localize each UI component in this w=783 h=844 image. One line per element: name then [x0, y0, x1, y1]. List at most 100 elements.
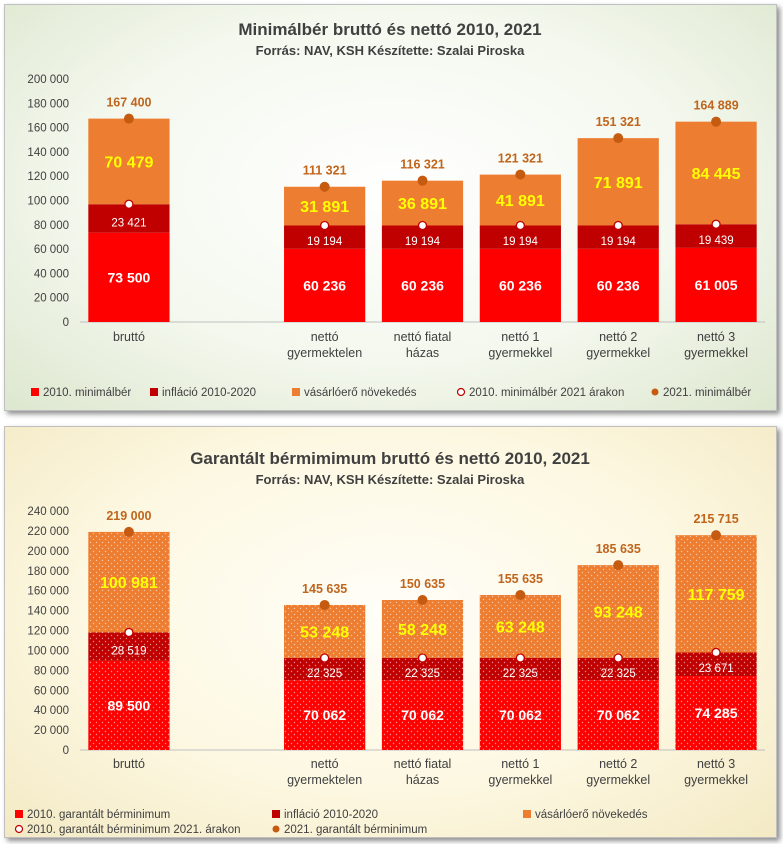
- marker-2021: [515, 590, 526, 601]
- marker-2010-real: [515, 220, 526, 231]
- marker-2010-real: [417, 653, 428, 663]
- legend-swatch: [292, 388, 300, 396]
- data-label-growth: 100 981: [100, 575, 158, 592]
- legend-label: 2010. garantált bérminimum 2021. árakon: [27, 824, 241, 836]
- bar-segment-inflation: [88, 632, 170, 661]
- category-label: gyermekkel: [586, 346, 650, 360]
- chart-subtitle: Forrás: NAV, KSH Készítette: Szalai Piro…: [256, 43, 526, 58]
- minimalber-chart-panel: Minimálbér bruttó és nettó 2010, 2021 For…: [4, 4, 777, 411]
- y-tick-label: 80 000: [34, 220, 69, 232]
- legend-swatch: [272, 825, 280, 833]
- chart-title: Minimálbér bruttó és nettó 2010, 2021: [238, 20, 541, 39]
- marker-2010-real: [319, 220, 330, 231]
- data-label-base: 60 236: [303, 277, 346, 293]
- y-tick-label: 140 000: [27, 147, 69, 159]
- bar-segment-base: [675, 247, 757, 322]
- legend-label: vásárlóerő növekedés: [304, 387, 417, 399]
- data-label-total: 164 889: [693, 99, 738, 113]
- data-label-growth: 117 759: [688, 587, 745, 604]
- marker-2010-real: [124, 627, 134, 638]
- data-label-total: 111 321: [303, 164, 347, 178]
- marker-2021: [123, 113, 134, 124]
- legend-item: infláció 2010-2020: [272, 809, 378, 821]
- legend-item: infláció 2010-2020: [150, 387, 256, 399]
- data-label-inflation: 22 325: [601, 668, 636, 680]
- legend-label: 2010. garantált bérminimum: [27, 809, 170, 821]
- data-label-total: 116 321: [400, 158, 445, 172]
- data-label-inflation: 19 194: [601, 236, 637, 248]
- bar-segment-growth: [284, 604, 366, 658]
- legend-item: 2010. minimálbér: [31, 387, 131, 399]
- y-tick-label: 60 000: [34, 685, 69, 697]
- category-label: gyermektelen: [287, 346, 362, 360]
- category-label: gyermekkel: [488, 773, 552, 787]
- legend-label: 2021. minimálbér: [663, 387, 751, 399]
- bar-segment-inflation: [577, 657, 659, 681]
- bar-segment-growth: [88, 531, 170, 633]
- y-tick-label: 240 000: [27, 506, 69, 518]
- bar-segment-inflation: [381, 657, 464, 681]
- bar-segment-growth: [577, 565, 659, 658]
- bar-segment-growth: [88, 118, 170, 205]
- category-label: nettó fiatal: [394, 330, 452, 344]
- data-label-base: 70 062: [499, 707, 542, 723]
- data-label-total: 155 635: [498, 572, 543, 586]
- bar-segment-growth: [675, 535, 757, 653]
- bar-segment-base: [88, 232, 170, 322]
- legend-label: vásárlóerő növekedés: [535, 809, 648, 821]
- y-tick-label: 180 000: [27, 566, 69, 578]
- data-label-total: 151 321: [596, 115, 641, 129]
- data-label-inflation: 19 194: [405, 236, 441, 248]
- bar-segment-growth: [675, 121, 757, 225]
- bar-segment-growth: [479, 174, 561, 226]
- y-tick-label: 60 000: [34, 244, 69, 256]
- marker-2010-real: [711, 219, 721, 229]
- marker-2021: [319, 599, 330, 610]
- y-tick-label: 220 000: [27, 526, 69, 538]
- marker-2021: [711, 530, 722, 541]
- category-label: nettó 1: [501, 757, 539, 771]
- category-label: gyermektelen: [287, 773, 362, 787]
- y-tick-label: 100 000: [27, 645, 69, 657]
- legend-item: 2021. garantált bérminimum: [272, 824, 427, 836]
- category-label: nettó 1: [501, 330, 539, 344]
- category-label: gyermekkel: [684, 346, 748, 360]
- legend-swatch: [272, 810, 280, 818]
- category-label: bruttó: [113, 757, 145, 771]
- data-label-growth: 36 891: [398, 196, 447, 213]
- data-label-base: 89 500: [108, 697, 151, 713]
- marker-2021: [515, 169, 526, 180]
- data-label-growth: 70 479: [104, 154, 153, 171]
- legend-label: 2021. garantált bérminimum: [284, 824, 427, 836]
- data-label-growth: 31 891: [300, 199, 349, 216]
- category-label: nettó 3: [697, 330, 735, 344]
- data-label-total: 219 000: [106, 509, 151, 523]
- bar-segment-inflation: [284, 225, 366, 249]
- data-label-inflation: 22 325: [307, 668, 342, 680]
- y-tick-label: 200 000: [27, 74, 69, 86]
- data-label-growth: 53 248: [300, 624, 349, 641]
- data-label-total: 185 635: [596, 542, 641, 556]
- legend-item: vásárlóerő növekedés: [292, 387, 417, 399]
- bar-segment-base: [88, 660, 170, 750]
- category-label: gyermekkel: [488, 346, 552, 360]
- data-label-base: 61 005: [695, 277, 738, 293]
- legend-swatch: [456, 387, 466, 397]
- y-tick-label: 140 000: [27, 606, 69, 618]
- bar-segment-base: [675, 676, 757, 750]
- data-label-growth: 84 445: [692, 166, 741, 183]
- data-label-inflation: 22 325: [503, 668, 538, 680]
- data-label-total: 121 321: [498, 152, 543, 166]
- y-tick-label: 40 000: [34, 268, 69, 280]
- marker-2021: [319, 181, 330, 192]
- data-label-base: 60 236: [597, 277, 640, 293]
- category-label: nettó 2: [599, 330, 637, 344]
- legend-swatch: [523, 810, 531, 818]
- data-label-inflation: 23 671: [698, 663, 733, 675]
- y-tick-label: 0: [63, 317, 69, 329]
- legend-swatch: [14, 824, 24, 834]
- y-tick-label: 120 000: [27, 626, 69, 638]
- data-label-inflation: 23 421: [111, 217, 146, 229]
- data-label-inflation: 19 194: [503, 236, 539, 248]
- legend-item: 2010. minimálbér 2021 árakon: [456, 387, 624, 399]
